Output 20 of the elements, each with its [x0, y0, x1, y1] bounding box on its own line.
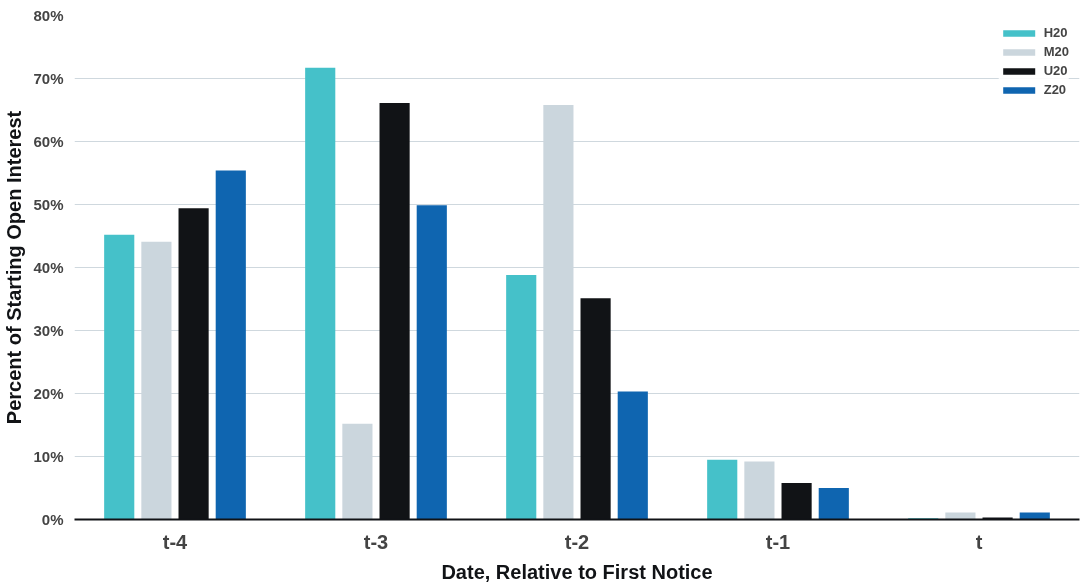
x-tick-label: t-4 — [162, 530, 189, 553]
x-tick-label: t-3 — [363, 530, 389, 553]
y-tick-label: 50% — [33, 196, 64, 213]
legend-label: M20 — [1043, 44, 1069, 59]
y-tick-label: 40% — [33, 259, 64, 276]
y-axis-title: Percent of Starting Open Interest — [3, 110, 26, 425]
y-tick-label: 80% — [33, 7, 64, 24]
y-tick-label: 0% — [41, 511, 64, 528]
legend-label: H20 — [1043, 25, 1068, 40]
y-tick-label: 30% — [33, 322, 64, 339]
y-tick-label: 70% — [33, 70, 64, 87]
x-axis-title: Date, Relative to First Notice — [441, 560, 713, 583]
y-tick-label: 20% — [33, 385, 64, 402]
y-tick-label: 10% — [33, 448, 64, 465]
legend-label: Z20 — [1043, 82, 1067, 97]
x-tick-label: t-1 — [765, 530, 791, 553]
y-tick-label: 60% — [33, 133, 64, 150]
x-tick-label: t-2 — [564, 530, 590, 553]
legend-label: U20 — [1043, 63, 1068, 78]
x-tick-label: t — [975, 530, 983, 553]
